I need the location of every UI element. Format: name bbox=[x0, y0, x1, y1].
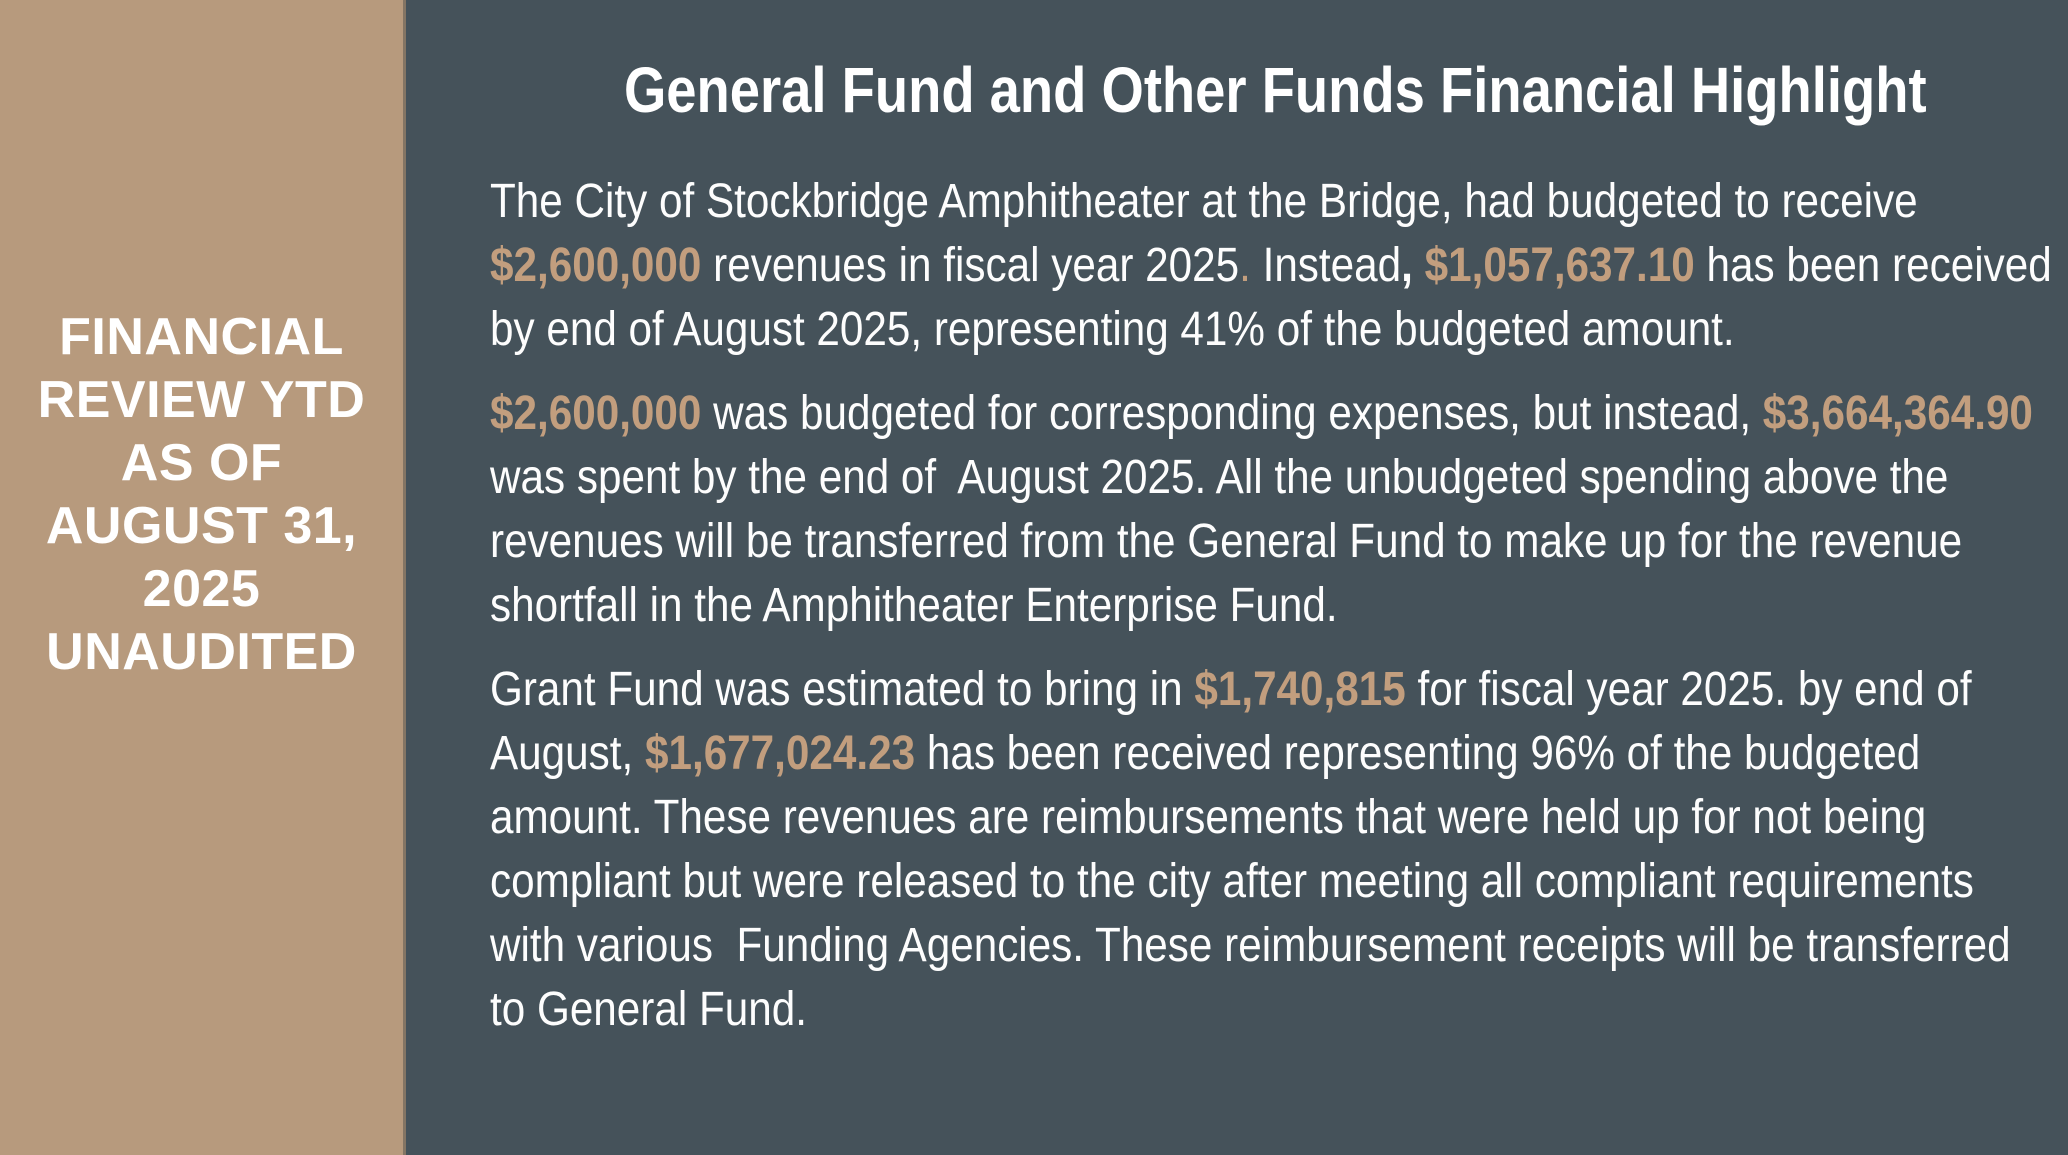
text-run: Instead bbox=[1250, 239, 1402, 292]
text-run: . bbox=[1239, 239, 1251, 292]
paragraph: Grant Fund was estimated to bring in $1,… bbox=[490, 658, 2052, 1042]
amount-highlight: $1,677,024.23 bbox=[644, 727, 916, 780]
text-run: for fiscal year 2025. by end of August, bbox=[490, 663, 1982, 780]
body-text: The City of Stockbridge Amphitheater at … bbox=[490, 170, 2052, 1042]
amount-highlight: $2,600,000 bbox=[490, 387, 702, 440]
text-run: was budgeted for corresponding expenses,… bbox=[701, 387, 1763, 440]
text-run: Grant Fund was estimated to bring in bbox=[490, 663, 1195, 716]
text-run: has been received by end of August 2025,… bbox=[490, 239, 2064, 356]
sidebar: FINANCIAL REVIEW YTD AS OF AUGUST 31, 20… bbox=[0, 0, 406, 1155]
amount-highlight: $1,740,815 bbox=[1194, 663, 1406, 716]
page-title-text: General Fund and Other Funds Financial H… bbox=[623, 54, 1927, 126]
text-run: , bbox=[1401, 239, 1413, 292]
paragraph: The City of Stockbridge Amphitheater at … bbox=[490, 170, 2052, 362]
amount-highlight: $1,057,637.10 bbox=[1424, 239, 1695, 292]
paragraph: $2,600,000 was budgeted for correspondin… bbox=[490, 382, 2052, 638]
text-run: revenues in fiscal year 2025 bbox=[701, 239, 1240, 292]
text-run: has been received representing 96% of th… bbox=[490, 727, 2023, 1036]
text-run: The City of Stockbridge Amphitheater at … bbox=[490, 175, 1930, 228]
text-run: was spent by the end of August 2025. All… bbox=[490, 387, 2045, 632]
text-run bbox=[1413, 239, 1425, 292]
page-title: General Fund and Other Funds Financial H… bbox=[490, 54, 2060, 126]
sidebar-title: FINANCIAL REVIEW YTD AS OF AUGUST 31, 20… bbox=[37, 308, 366, 681]
amount-highlight: $3,664,364.90 bbox=[1762, 387, 2033, 440]
content-area: General Fund and Other Funds Financial H… bbox=[406, 0, 2068, 1155]
amount-highlight: $2,600,000 bbox=[490, 239, 702, 292]
